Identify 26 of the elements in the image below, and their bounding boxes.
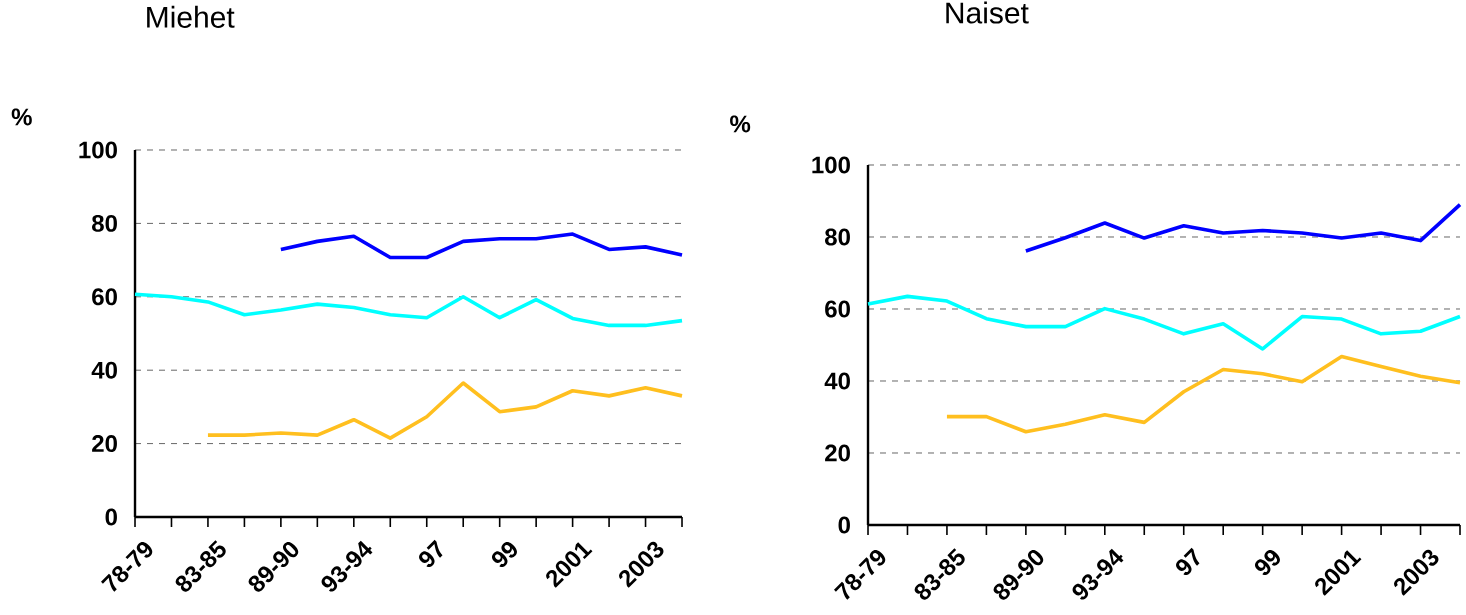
y-tick-label: 40 <box>824 372 850 390</box>
y-tick-label: 80 <box>825 228 850 246</box>
x-tick-label: 99 <box>491 541 517 568</box>
x-tick-label: 99 <box>1254 549 1280 576</box>
y-axis-title: % <box>11 108 32 126</box>
line-series <box>279 232 684 260</box>
x-tick-label: 97 <box>1176 547 1200 576</box>
y-tick-label: 20 <box>92 435 117 453</box>
y-tick-label: 100 <box>812 156 850 174</box>
line-series <box>866 294 1462 351</box>
chart-title: Miehet <box>147 5 235 28</box>
line-series <box>1024 202 1462 253</box>
line-series <box>206 381 684 440</box>
line-series <box>133 292 684 328</box>
y-tick-label: 0 <box>838 516 850 534</box>
line-series <box>945 354 1462 434</box>
y-tick-label: 80 <box>92 214 117 232</box>
y-tick-label: 0 <box>105 508 117 526</box>
y-tick-label: 100 <box>79 141 117 159</box>
y-tick-label: 20 <box>825 444 850 462</box>
chart-title: Naiset <box>946 1 1029 24</box>
x-tick-label: 97 <box>419 539 443 568</box>
y-tick-label: 40 <box>91 361 117 379</box>
y-tick-label: 60 <box>825 300 850 318</box>
y-tick-label: 60 <box>92 288 117 306</box>
y-axis-title: % <box>730 115 751 133</box>
